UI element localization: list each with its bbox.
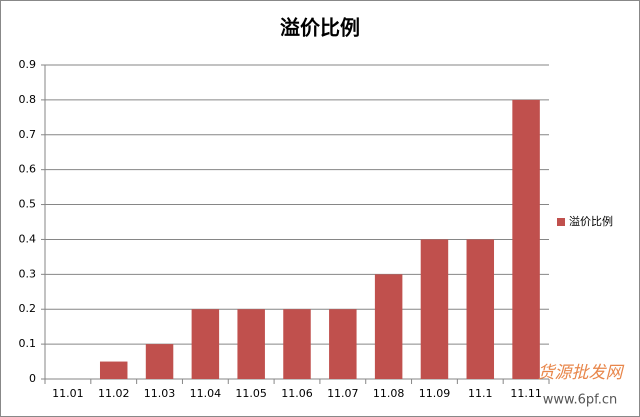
x-tick-label: 11.08 [373, 387, 405, 400]
bar [191, 309, 220, 379]
x-tick-label: 11.11 [510, 387, 542, 400]
x-tick-label: 11.09 [419, 387, 451, 400]
y-tick-label: 0.4 [19, 232, 37, 245]
legend-swatch [557, 218, 565, 226]
watermark: 货源批发网 [538, 363, 625, 383]
bar [283, 309, 311, 379]
y-tick-label: 0.7 [19, 128, 37, 141]
y-tick-label: 0.6 [19, 163, 37, 176]
y-tick-label: 0.1 [19, 337, 37, 350]
x-tick-label: 11.05 [235, 387, 267, 400]
bar [99, 361, 128, 379]
bar [512, 99, 540, 379]
legend-label: 溢价比例 [569, 214, 613, 228]
y-tick-label: 0 [29, 372, 36, 385]
x-tick-label: 11.07 [327, 387, 359, 400]
bar [420, 239, 449, 379]
chart-title: 溢价比例 [280, 16, 360, 40]
watermark: www.6pf.cn [543, 393, 618, 408]
x-tick-label: 11.03 [144, 387, 176, 400]
bar [329, 309, 357, 379]
y-tick-label: 0.8 [19, 93, 37, 106]
bar [237, 309, 265, 379]
x-tick-label: 11.01 [52, 387, 84, 400]
y-tick-label: 0.2 [19, 302, 37, 315]
y-tick-label: 0.9 [19, 58, 37, 71]
x-tick-label: 11.02 [98, 387, 130, 400]
bar [145, 344, 174, 379]
bar [466, 239, 495, 379]
bar [374, 274, 403, 379]
y-tick-label: 0.3 [19, 267, 37, 280]
x-tick-label: 11.06 [281, 387, 313, 400]
x-tick-label: 11.04 [190, 387, 222, 400]
y-tick-label: 0.5 [19, 198, 37, 211]
x-tick-label: 11.1 [468, 387, 493, 400]
